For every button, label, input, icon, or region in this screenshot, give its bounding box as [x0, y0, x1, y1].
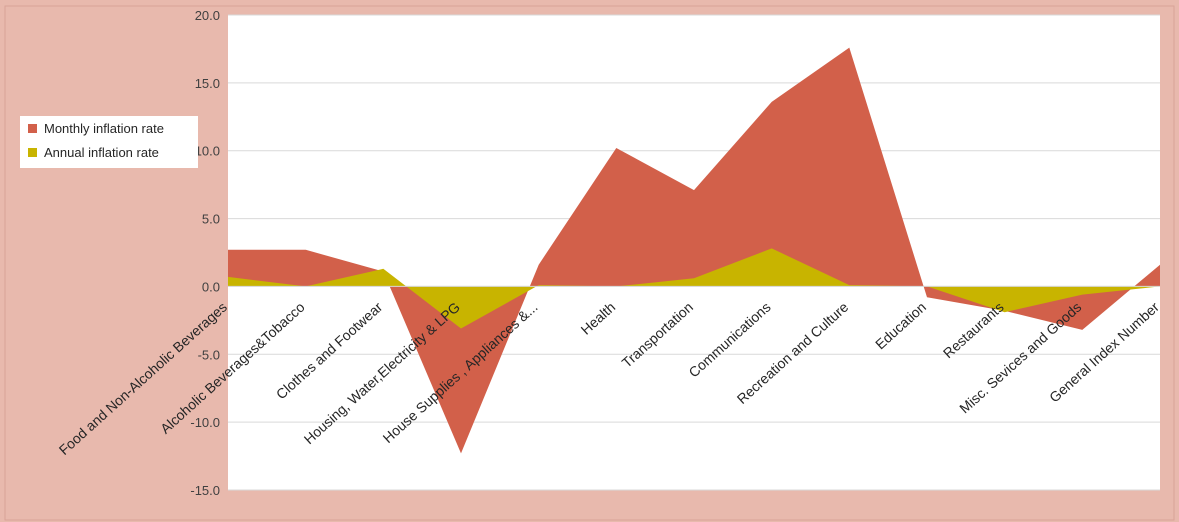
y-tick-label-7: 20.0: [195, 8, 220, 23]
series-area-1: [228, 248, 1160, 329]
y-tick-label-2: -5.0: [198, 347, 220, 362]
y-tick-label-0: -15.0: [190, 483, 220, 498]
legend-swatch-1: [28, 148, 37, 157]
y-tick-label-4: 5.0: [202, 212, 220, 227]
y-tick-label-6: 15.0: [195, 76, 220, 91]
chart-border: [4, 5, 1175, 521]
y-tick-label-5: 10.0: [195, 144, 220, 159]
legend-box: [20, 116, 198, 168]
legend-label-1: Annual inflation rate: [44, 145, 159, 160]
series-area-0: [228, 47, 1160, 454]
legend-label-0: Monthly inflation rate: [44, 121, 164, 136]
legend-swatch-0: [28, 124, 37, 133]
y-tick-label-3: 0.0: [202, 279, 220, 294]
y-tick-label-1: -10.0: [190, 415, 220, 430]
